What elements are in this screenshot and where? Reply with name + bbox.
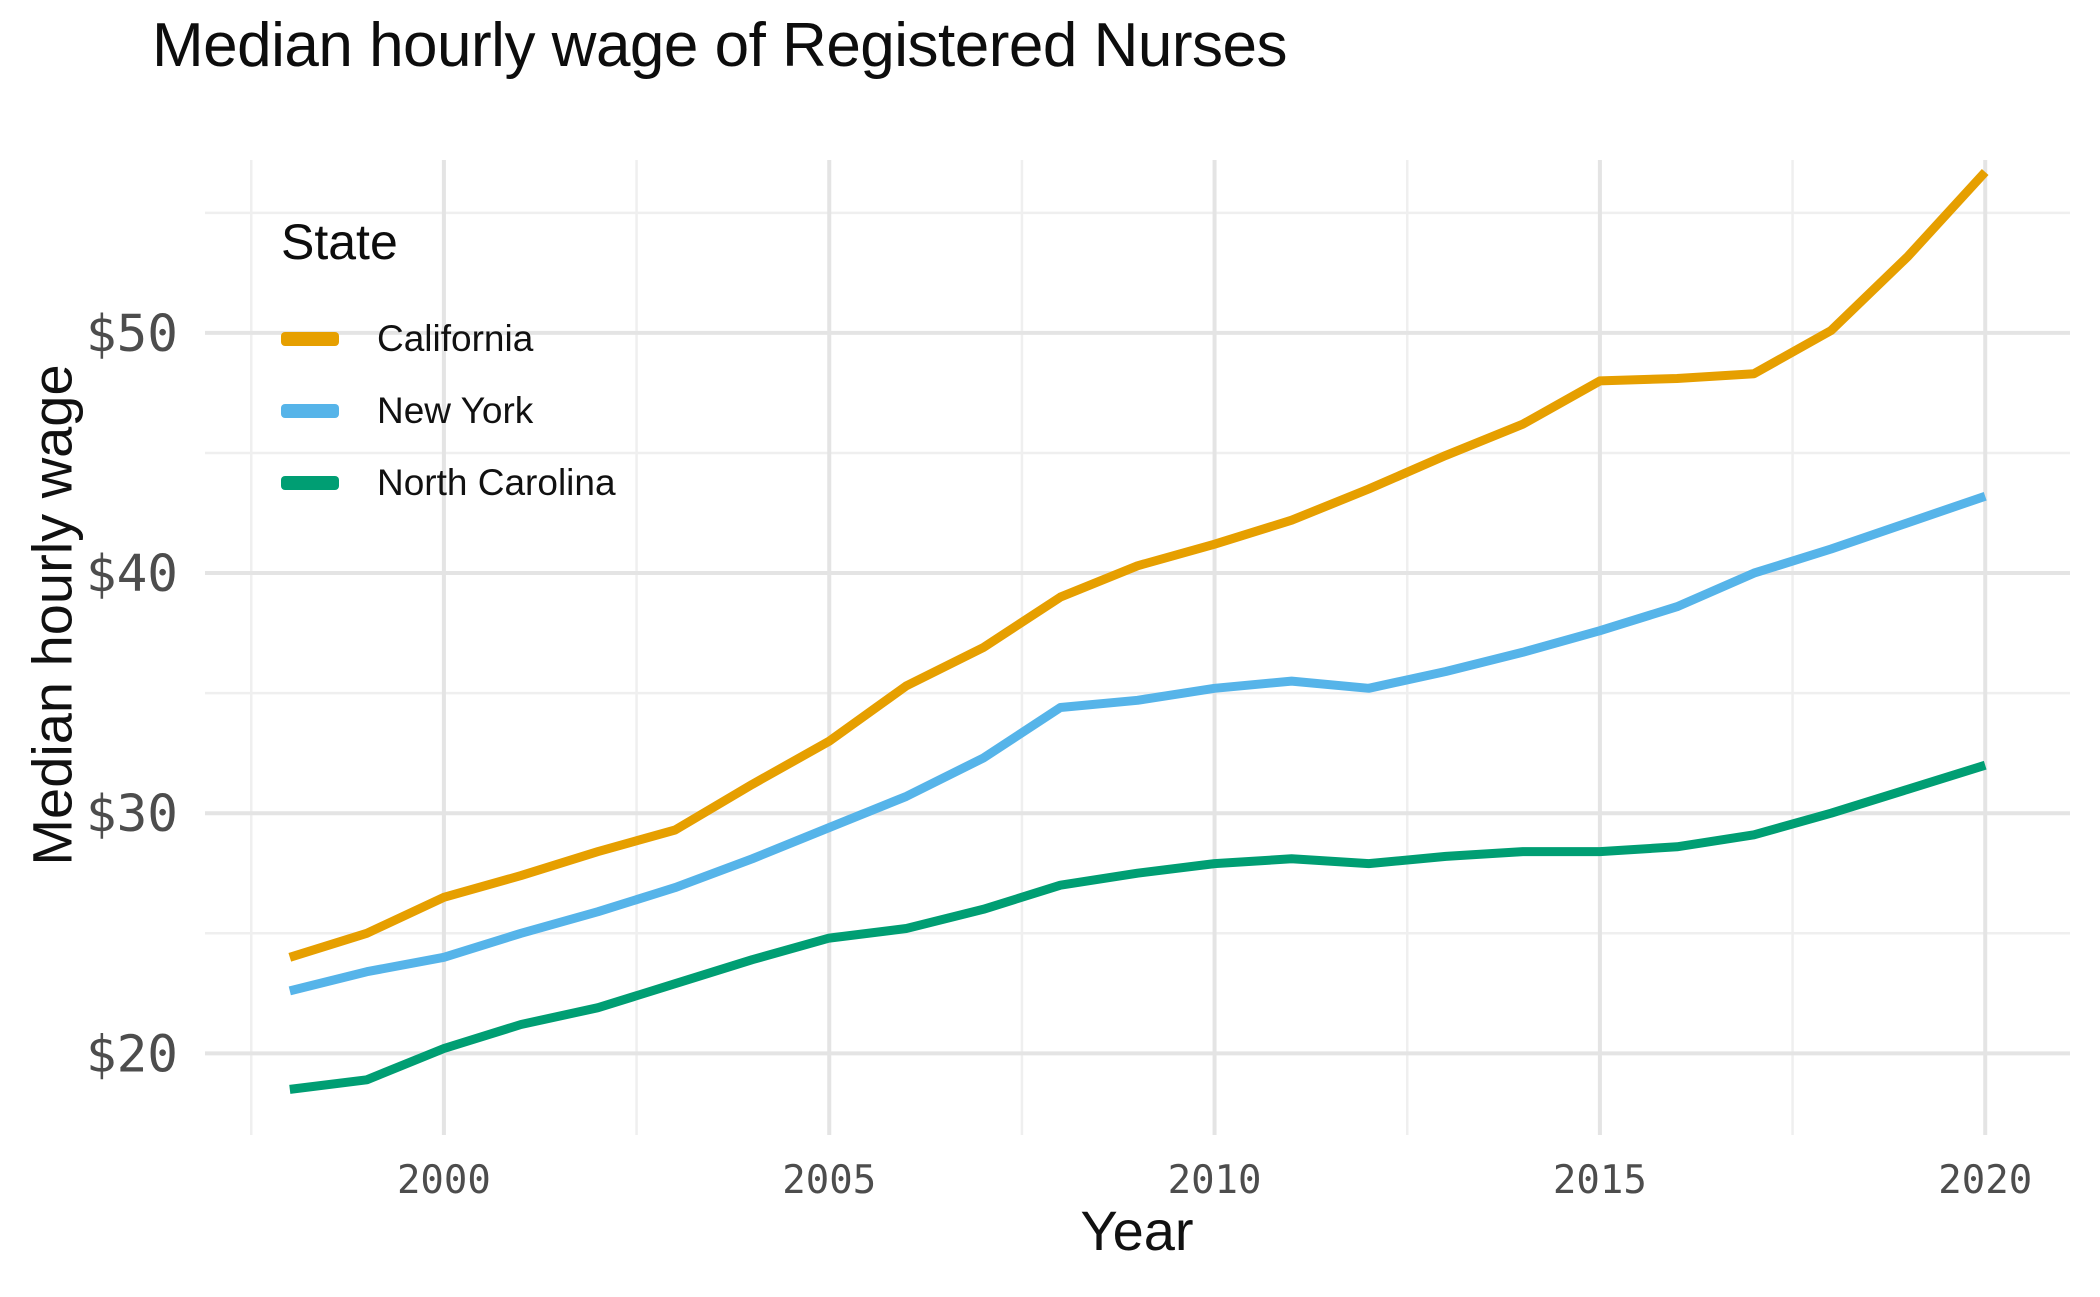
y-tick-label: $30 — [86, 785, 178, 844]
y-tick-label: $50 — [86, 305, 178, 364]
legend-label-new-york: New York — [377, 390, 534, 431]
legend-label-north-carolina: North Carolina — [377, 462, 616, 503]
legend-label-california: California — [377, 318, 534, 359]
chart-title: Median hourly wage of Registered Nurses — [152, 11, 1287, 80]
legend-item-california: California — [281, 303, 616, 375]
series-line-new-york — [288, 491, 1987, 996]
x-tick-label: 2010 — [1168, 1158, 1262, 1203]
legend-swatch-north-carolina — [281, 476, 339, 490]
legend-item-new-york: New York — [281, 375, 616, 447]
x-axis-title: Year — [1080, 1199, 1194, 1262]
y-axis-title: Median hourly wage — [20, 364, 84, 866]
series-line-north-carolina — [289, 760, 1987, 1094]
legend: State California New York North Carolina — [281, 213, 616, 519]
x-tick-label: 2005 — [782, 1158, 876, 1203]
legend-swatch-california — [281, 332, 339, 346]
x-tick-label: 2020 — [1938, 1158, 2032, 1203]
legend-title: State — [281, 214, 398, 270]
x-tick-label: 2000 — [397, 1158, 491, 1203]
legend-swatch-new-york — [281, 404, 339, 418]
series-line-california — [288, 168, 1989, 962]
y-tick-label: $20 — [86, 1025, 178, 1084]
legend-items: California New York North Carolina — [281, 303, 616, 519]
x-tick-label: 2015 — [1553, 1158, 1647, 1203]
legend-item-north-carolina: North Carolina — [281, 447, 616, 519]
y-tick-label: $40 — [86, 545, 178, 604]
